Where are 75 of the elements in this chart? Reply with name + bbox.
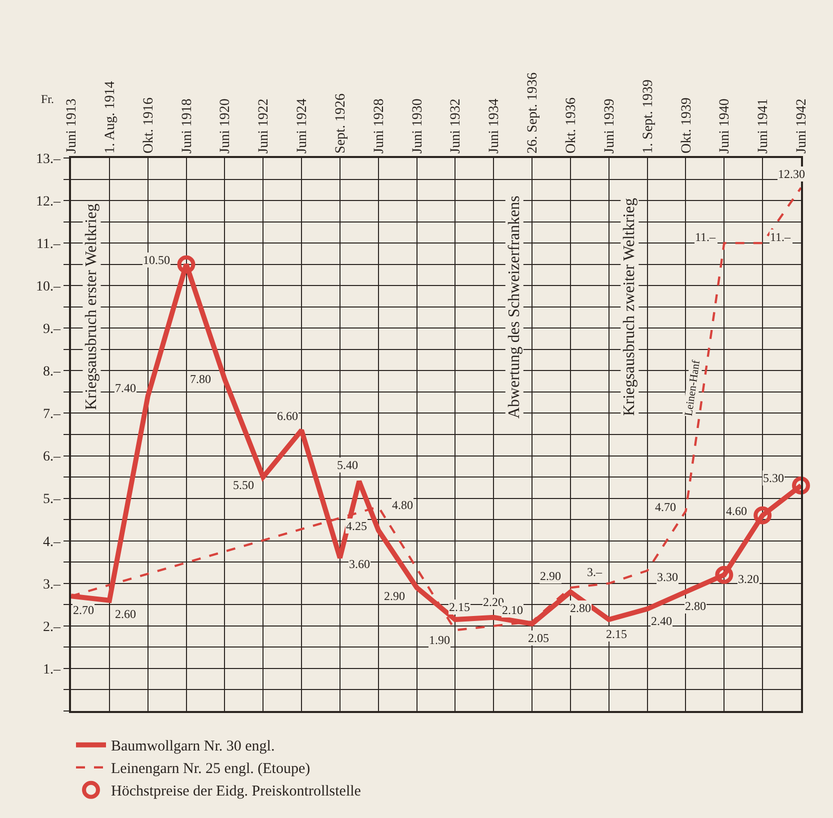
x-tick-label: Okt. 1916 — [141, 97, 156, 154]
y-axis-title: Fr. — [41, 92, 54, 106]
data-label: 11.– — [695, 230, 717, 244]
data-label: 12.30 — [778, 167, 805, 181]
y-tick-label: 12.– — [36, 194, 62, 210]
annotation: Leinen-Hanf — [682, 359, 703, 417]
x-tick-label: Juni 1913 — [64, 98, 80, 154]
data-label: 3.60 — [349, 557, 370, 571]
data-label: 2.10 — [502, 603, 523, 617]
x-tick-label: 26. Sept. 1936 — [526, 72, 541, 154]
legend-label: Baumwollgarn Nr. 30 engl. — [111, 738, 275, 755]
x-tick-label: Juni 1918 — [180, 98, 195, 154]
data-label: 2.80 — [685, 599, 706, 613]
data-label: 4.80 — [392, 498, 413, 512]
x-tick-label: Okt. 1939 — [679, 97, 694, 154]
y-tick-label: 2.– — [42, 620, 62, 635]
data-label: 2.60 — [115, 607, 136, 621]
data-label: 5.30 — [763, 471, 784, 485]
legend-label: Leinengarn Nr. 25 engl. (Etoupe) — [111, 761, 310, 778]
data-label: 2.90 — [384, 589, 405, 603]
data-label: 10.50 — [143, 253, 170, 267]
x-tick-label: 1. Sept. 1939 — [640, 80, 656, 154]
y-tick-label: 10.– — [36, 280, 62, 295]
x-tick-label: Juni 1932 — [448, 98, 464, 154]
x-tick-label: Juni 1920 — [218, 98, 234, 154]
x-tick-label: Juni 1934 — [487, 98, 502, 154]
data-label: 2.05 — [528, 631, 549, 645]
data-label: 2.70 — [73, 603, 94, 617]
x-tick-label: Juni 1941 — [756, 98, 772, 154]
x-tick-label: Juni 1940 — [718, 98, 733, 154]
x-tick-label: Okt. 1936 — [564, 97, 580, 154]
x-tick-label: Juni 1942 — [794, 98, 810, 154]
data-label: 5.40 — [337, 458, 358, 472]
y-tick-label: 13.– — [36, 152, 62, 167]
y-tick-label: 8.– — [42, 364, 62, 380]
x-tick-label: Juni 1928 — [372, 98, 387, 154]
data-label: 6.60 — [277, 409, 298, 423]
data-label: 7.40 — [115, 381, 136, 395]
data-label: 3.– — [587, 565, 603, 579]
data-label: 3.30 — [657, 570, 678, 584]
y-tick-label: 1.– — [42, 662, 62, 678]
data-label: 7.80 — [190, 372, 211, 386]
legend-label: Höchstpreise der Eidg. Preiskontrollstelle — [111, 784, 362, 800]
annotation: Kriegsausbruch erster Weltkrieg — [83, 204, 100, 410]
y-tick-label: 9.– — [42, 322, 62, 338]
y-tick-label: 5.– — [42, 492, 62, 508]
data-label: 2.15 — [606, 627, 627, 641]
data-label: 2.80 — [570, 601, 591, 615]
data-label: 5.50 — [233, 478, 254, 492]
y-tick-label: 3.– — [42, 577, 62, 592]
point — [792, 476, 810, 495]
data-label: 3.20 — [738, 572, 759, 586]
y-tick-label: 4.– — [42, 534, 62, 550]
x-tick-label: Juni 1939 — [602, 98, 618, 154]
data-label: 4.25 — [346, 519, 367, 533]
data-label: 2.15 — [449, 600, 470, 614]
x-tick-label: 1. Aug. 1914 — [102, 81, 118, 154]
x-tick-label: Sept. 1926 — [334, 94, 348, 154]
y-tick-label: 6.– — [42, 450, 62, 465]
y-tick-label: 11.– — [36, 236, 62, 252]
data-label: 2.40 — [651, 614, 672, 628]
y-tick-label: 7.– — [42, 407, 62, 422]
point — [177, 255, 196, 274]
x-tick-label: Juni 1922 — [256, 98, 272, 154]
data-label: 4.60 — [726, 504, 747, 518]
x-tick-label: Juni 1930 — [410, 98, 426, 154]
annotation: Abwertung des Schweizerfrankens — [506, 196, 523, 419]
data-label: 11.– — [770, 230, 792, 244]
x-tick-label: Juni 1924 — [295, 98, 310, 154]
point — [754, 506, 772, 524]
data-label: 4.70 — [655, 500, 676, 514]
annotation: Kriegsausbruch zweiter Weltkrieg — [621, 198, 638, 416]
data-label: 2.90 — [540, 569, 561, 583]
point — [715, 566, 734, 584]
data-label: 1.90 — [429, 633, 450, 647]
